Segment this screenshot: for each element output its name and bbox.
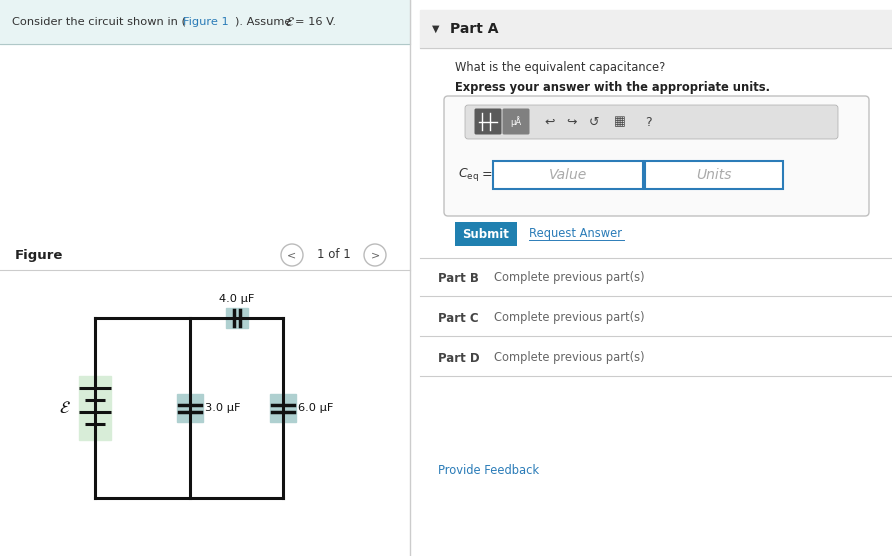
Bar [79, 376, 111, 440]
Text: Complete previous part(s): Complete previous part(s) [494, 311, 645, 325]
Text: >: > [370, 250, 380, 260]
FancyBboxPatch shape [502, 108, 530, 135]
Text: Part C: Part C [438, 311, 479, 325]
Text: Submit: Submit [463, 227, 509, 241]
Bar [455, 222, 517, 246]
Bar [420, 10, 892, 48]
Text: $\mathcal{E}$: $\mathcal{E}$ [59, 399, 71, 417]
Bar [226, 308, 247, 328]
Text: ↪: ↪ [566, 116, 577, 128]
Text: ?: ? [645, 116, 651, 128]
Text: 4.0 μF: 4.0 μF [219, 294, 254, 304]
Text: What is the equivalent capacitance?: What is the equivalent capacitance? [455, 62, 665, 75]
Text: Part A: Part A [450, 22, 499, 36]
Text: ↺: ↺ [589, 116, 599, 128]
Text: ▦: ▦ [614, 116, 626, 128]
Text: 3.0 μF: 3.0 μF [205, 403, 241, 413]
Text: Value: Value [549, 168, 587, 182]
Text: <: < [287, 250, 297, 260]
Text: Complete previous part(s): Complete previous part(s) [494, 351, 645, 365]
Text: $C_{\mathregular{eq}}$: $C_{\mathregular{eq}}$ [458, 166, 479, 183]
Text: Part B: Part B [438, 271, 479, 285]
Bar [493, 161, 643, 189]
Text: 1 of 1: 1 of 1 [318, 249, 351, 261]
Text: μÅ: μÅ [510, 116, 522, 127]
Text: Request Answer: Request Answer [529, 227, 622, 241]
Bar [0, 0, 410, 44]
Text: ▼: ▼ [433, 24, 440, 34]
Text: Figure: Figure [15, 249, 63, 261]
Text: Units: Units [697, 168, 731, 182]
Text: Express your answer with the appropriate units.: Express your answer with the appropriate… [455, 81, 770, 93]
Circle shape [281, 244, 303, 266]
Bar [270, 394, 296, 422]
FancyBboxPatch shape [475, 108, 501, 135]
Text: Figure 1: Figure 1 [183, 17, 228, 27]
Text: Complete previous part(s): Complete previous part(s) [494, 271, 645, 285]
FancyBboxPatch shape [444, 96, 869, 216]
Text: ). Assume: ). Assume [235, 17, 295, 27]
Text: =: = [482, 168, 492, 181]
Circle shape [364, 244, 386, 266]
Bar [177, 394, 203, 422]
FancyBboxPatch shape [465, 105, 838, 139]
Text: ↩: ↩ [545, 116, 555, 128]
Text: Consider the circuit shown in (: Consider the circuit shown in ( [12, 17, 186, 27]
Bar [645, 161, 783, 189]
Text: Part D: Part D [438, 351, 480, 365]
Text: = 16 V.: = 16 V. [295, 17, 336, 27]
Text: $\mathcal{E}$: $\mathcal{E}$ [285, 16, 295, 28]
Text: Provide Feedback: Provide Feedback [438, 464, 539, 476]
Text: 6.0 μF: 6.0 μF [298, 403, 334, 413]
